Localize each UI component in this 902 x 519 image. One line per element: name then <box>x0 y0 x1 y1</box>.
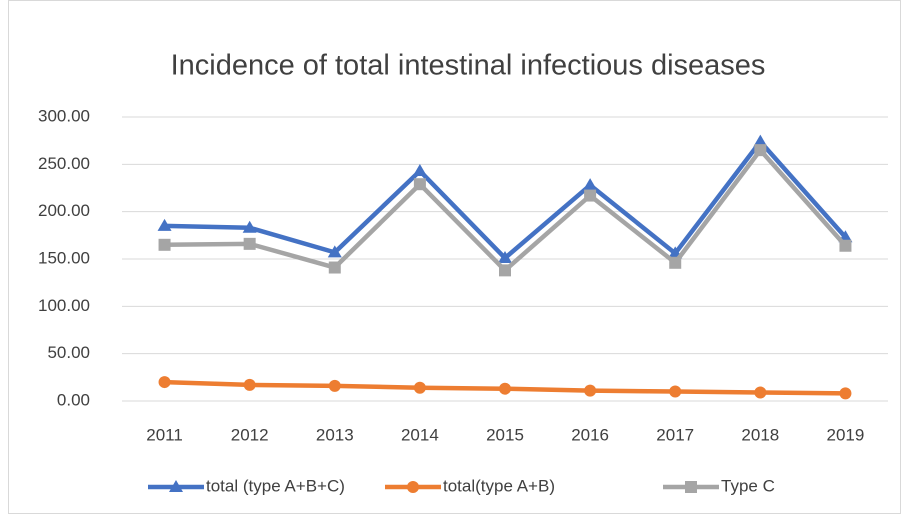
legend-marker <box>407 481 419 493</box>
point-marker <box>839 387 852 400</box>
chart-title: Incidence of total intestinal infectious… <box>171 50 766 82</box>
point-marker <box>498 251 512 264</box>
x-tick-label: 2019 <box>827 425 865 444</box>
point-marker <box>669 385 682 398</box>
point-marker <box>327 245 342 258</box>
chart-border <box>8 0 901 514</box>
point-marker <box>157 218 172 231</box>
point-marker <box>158 238 171 251</box>
point-marker <box>499 382 511 395</box>
point-marker <box>242 220 257 233</box>
point-marker <box>584 189 597 202</box>
legend-marker <box>685 481 697 493</box>
point-marker <box>243 237 256 250</box>
legend-marker <box>169 480 183 492</box>
point-marker <box>754 144 767 157</box>
point-marker <box>158 376 171 389</box>
x-tick-label: 2013 <box>316 425 354 444</box>
y-tick-label: 300.00 <box>38 106 90 125</box>
x-tick-label: 2017 <box>656 425 694 444</box>
point-marker <box>412 163 427 176</box>
y-tick-label: 250.00 <box>38 154 90 173</box>
point-marker <box>583 178 598 191</box>
x-tick-label: 2015 <box>486 425 524 444</box>
legend-label: Type C <box>721 476 775 495</box>
point-marker <box>584 384 597 397</box>
y-tick-label: 0.00 <box>57 390 90 409</box>
y-tick-label: 100.00 <box>38 296 90 315</box>
legend-label: total (type A+B+C) <box>206 476 345 495</box>
point-marker <box>669 256 682 269</box>
x-tick-label: 2012 <box>231 425 269 444</box>
x-tick-label: 2014 <box>401 425 439 444</box>
point-marker <box>328 261 341 274</box>
point-marker <box>839 239 852 252</box>
point-marker <box>413 178 426 191</box>
point-marker <box>753 134 768 147</box>
x-tick-label: 2011 <box>146 425 183 444</box>
y-tick-label: 150.00 <box>38 248 90 267</box>
point-marker <box>328 379 341 392</box>
legend-label: total(type A+B) <box>443 476 555 495</box>
point-marker <box>499 264 511 277</box>
x-tick-label: 2018 <box>741 425 779 444</box>
y-tick-label: 200.00 <box>38 201 90 220</box>
point-marker <box>754 386 767 399</box>
point-marker <box>243 378 256 391</box>
point-marker <box>413 381 426 394</box>
y-tick-label: 50.00 <box>47 343 90 362</box>
x-tick-label: 2016 <box>571 425 609 444</box>
